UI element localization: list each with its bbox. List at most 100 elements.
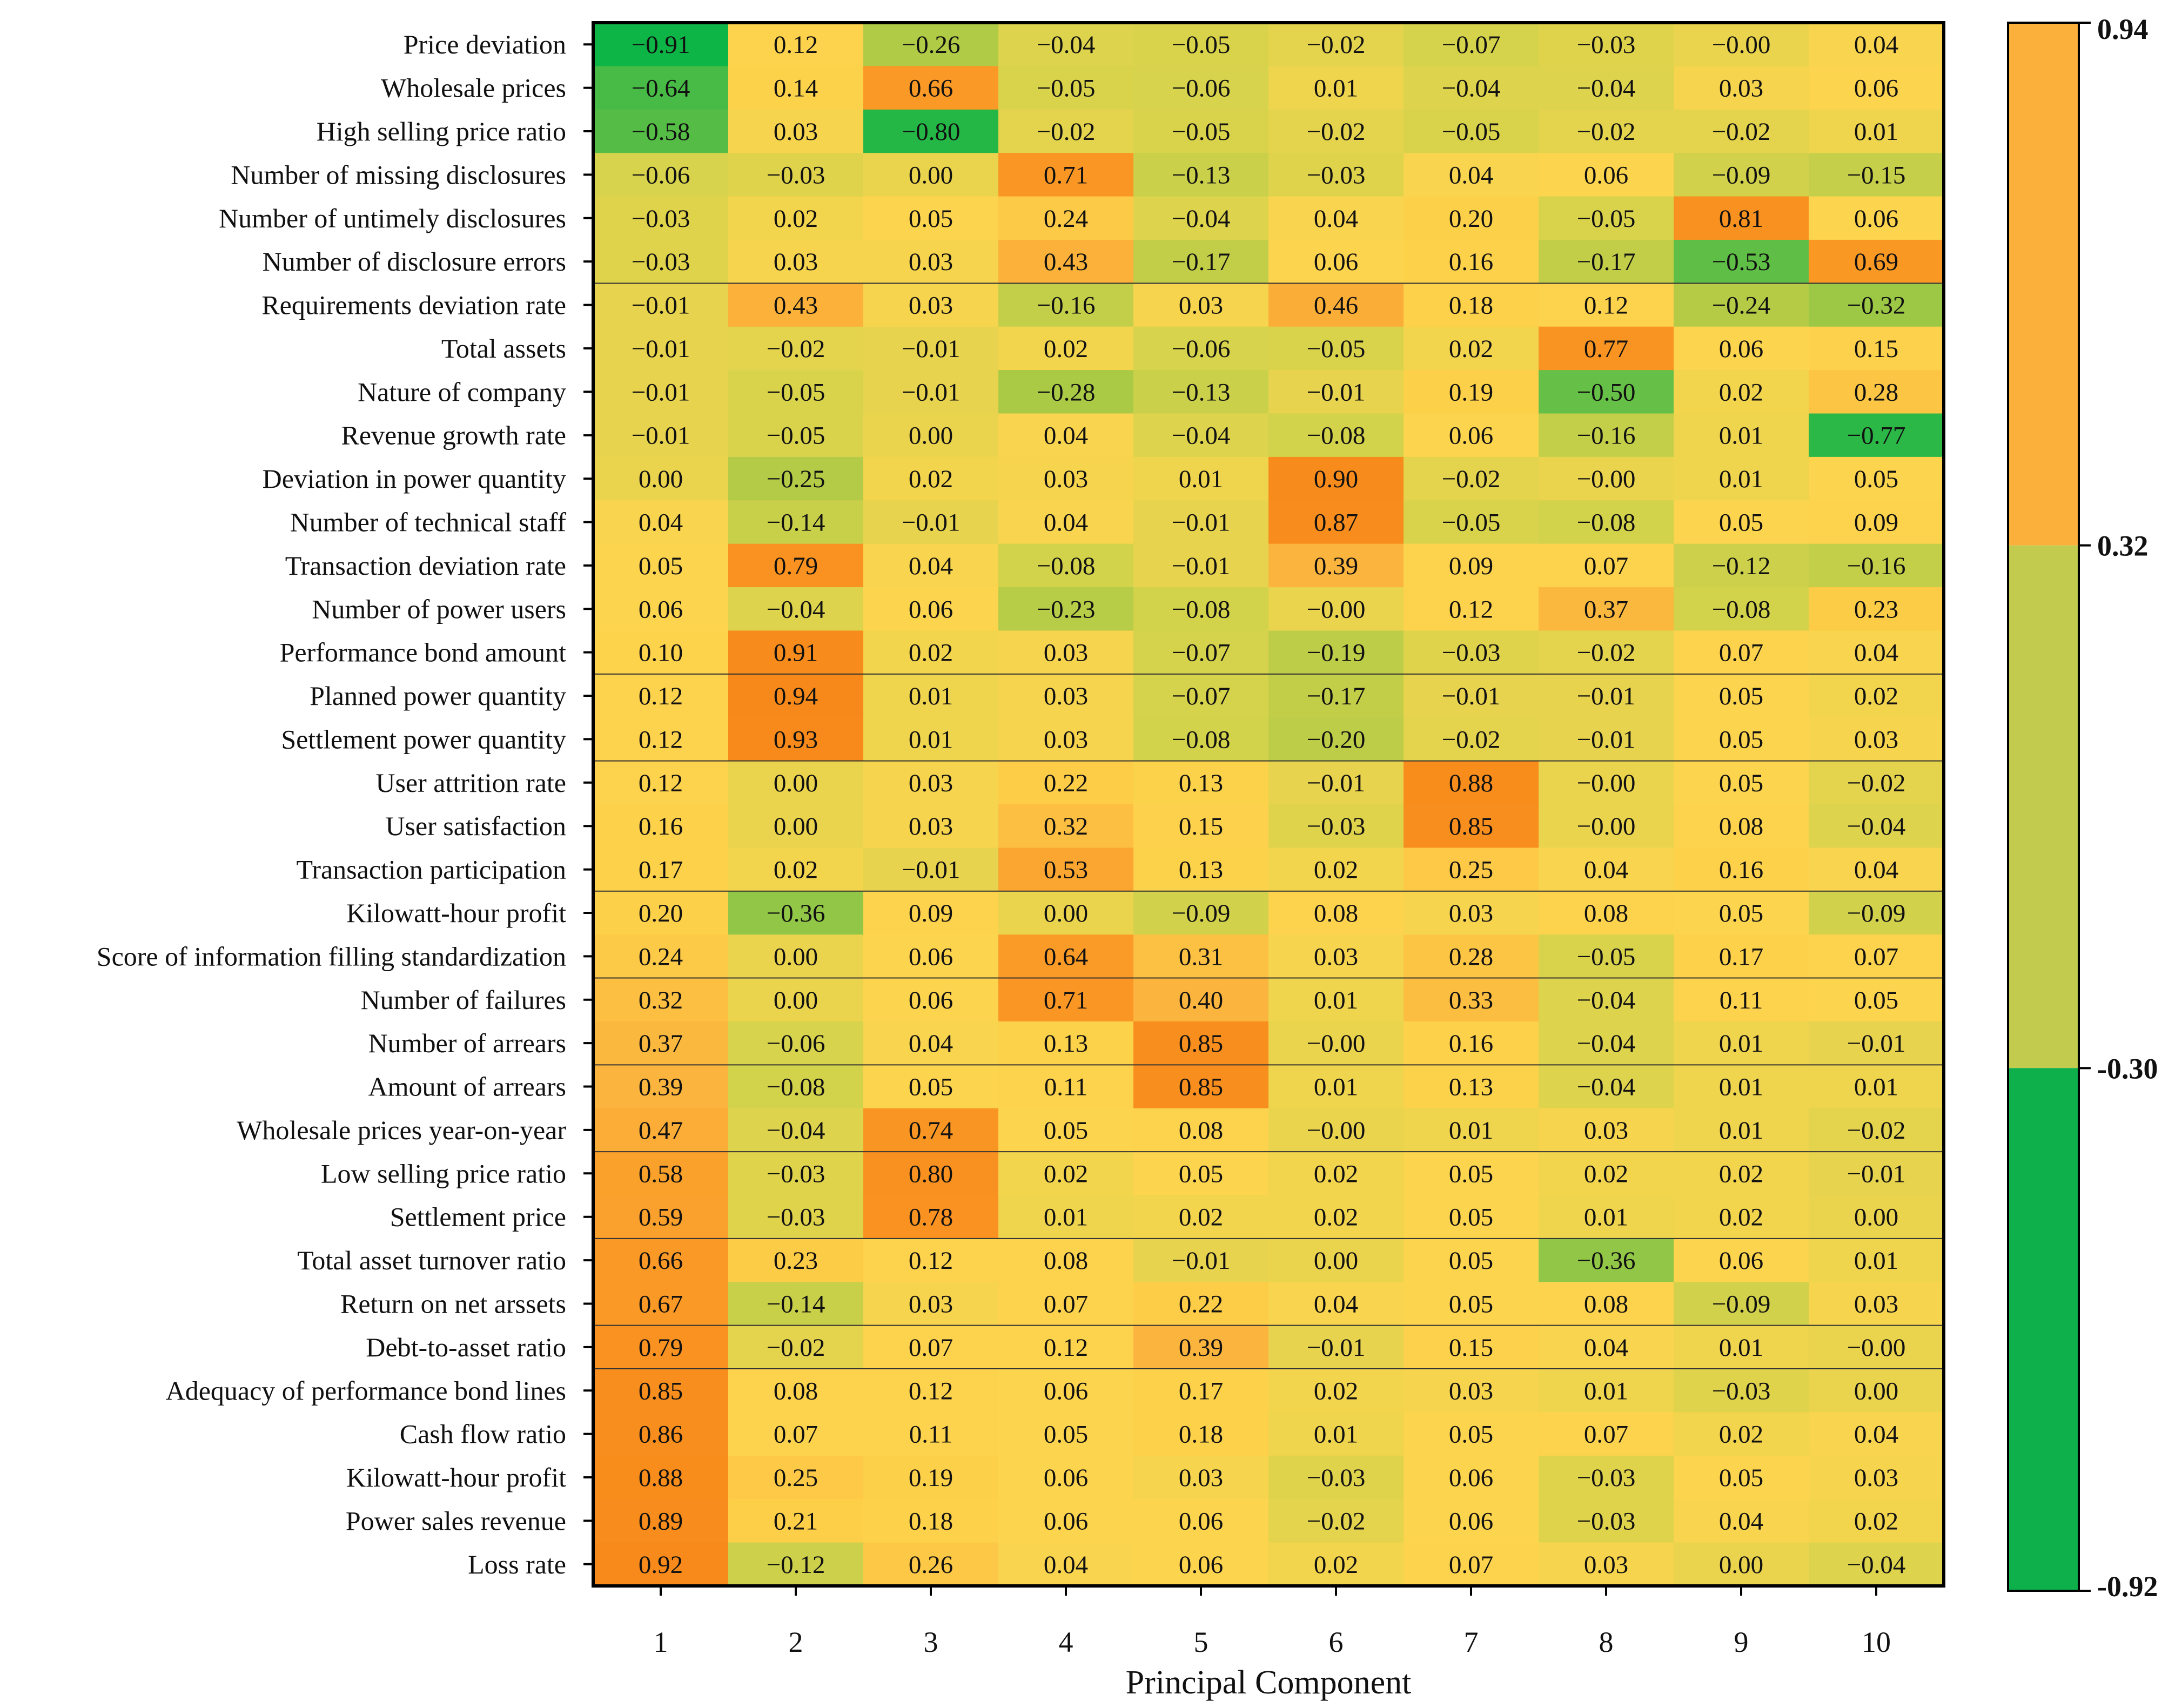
cell-value-label: 0.04	[1854, 31, 1898, 59]
cell-value-label: −0.01	[1442, 682, 1501, 710]
cell-value-label: −0.03	[1577, 31, 1636, 59]
heatmap-cell	[1674, 1195, 1809, 1239]
cell-value-label: 0.07	[909, 1334, 953, 1362]
row-label: Return on net arssets	[340, 1288, 566, 1319]
heatmap-cell	[998, 196, 1134, 240]
heatmap-cell	[1268, 456, 1404, 501]
row-label: Nature of company	[358, 376, 566, 407]
heatmap-cell	[1133, 196, 1269, 240]
cell-value-label: 0.00	[1854, 1203, 1898, 1232]
heatmap-cell	[863, 543, 999, 588]
cell-value-label: 0.01	[1719, 422, 1763, 450]
heatmap-cell	[593, 891, 729, 935]
cell-value-label: −0.36	[1577, 1247, 1636, 1275]
heatmap-cell	[1268, 587, 1404, 631]
heatmap-cell	[1133, 543, 1269, 588]
cell-value-label: −0.03	[1307, 812, 1366, 840]
cell-value-label: −0.13	[1172, 161, 1231, 189]
heatmap-cell	[1268, 370, 1404, 414]
heatmap-cell	[1809, 153, 1944, 197]
heatmap-cell	[728, 1455, 864, 1499]
cell-value-label: −0.01	[632, 378, 690, 406]
row-label: Deviation in power quantity	[263, 463, 566, 494]
heatmap-cell	[728, 153, 864, 197]
heatmap-cell	[1133, 413, 1269, 458]
cell-value-label: 0.05	[639, 552, 683, 580]
cell-value-label: 0.01	[1854, 1073, 1898, 1101]
cell-value-label: −0.09	[1847, 899, 1906, 927]
cell-value-label: −0.00	[1577, 465, 1636, 493]
heatmap-cell	[1539, 413, 1674, 458]
cell-value-label: 0.03	[1044, 682, 1088, 710]
row-label: Requirements deviation rate	[261, 290, 566, 320]
heatmap-cell	[1133, 1238, 1269, 1282]
cell-value-label: 0.06	[1044, 1464, 1088, 1492]
colorbar-band	[2008, 1068, 2079, 1591]
heatmap-cell	[1809, 23, 1944, 66]
heatmap-cell	[1133, 1282, 1269, 1326]
cell-value-label: −0.12	[1712, 552, 1771, 580]
row-label: Revenue growth rate	[341, 420, 566, 450]
heatmap-cell	[863, 239, 999, 284]
cell-value-label: 0.09	[1854, 508, 1898, 536]
cell-value-label: −0.23	[1037, 595, 1096, 623]
cell-value-label: 0.16	[1449, 1030, 1493, 1058]
cell-value-label: 0.00	[1044, 899, 1088, 927]
row-label: Kilowatt-hour profit	[346, 1462, 566, 1492]
cell-value-label: 0.13	[1449, 1073, 1493, 1101]
cell-value-label: −0.64	[632, 75, 690, 103]
row-label: Adequacy of performance bond lines	[166, 1375, 566, 1406]
x-tick-label: 6	[1329, 1626, 1344, 1658]
cell-value-label: 0.46	[1314, 292, 1358, 320]
row-label: User attrition rate	[375, 768, 566, 798]
heatmap-cell	[1539, 543, 1674, 588]
heatmap-cell	[1539, 326, 1674, 371]
cell-value-label: 0.04	[1044, 1551, 1088, 1579]
cell-value-label: 0.03	[1449, 1377, 1493, 1405]
cell-value-label: 0.12	[639, 682, 683, 710]
cell-value-label: 0.02	[1179, 1203, 1223, 1232]
plot-frame	[592, 21, 1945, 1588]
heatmap-cell	[1809, 109, 1944, 153]
heatmap-cell	[1809, 761, 1944, 805]
heatmap-cell	[1674, 109, 1809, 153]
cell-value-label: 0.05	[1449, 1247, 1493, 1275]
heatmap-cell	[863, 1369, 999, 1413]
heatmap-cell	[1268, 326, 1404, 371]
colorbar: 0.94 0.32 -0.30 -0.92	[2007, 13, 2158, 1603]
heatmap-cell	[998, 717, 1134, 762]
heatmap-cell	[1404, 804, 1539, 848]
heatmap-cell	[1539, 1195, 1674, 1239]
cell-value-label: −0.05	[1442, 118, 1501, 146]
heatmap-cell	[1674, 1282, 1809, 1326]
cell-value-label: 0.01	[1179, 465, 1223, 493]
cell-value-label: 0.04	[909, 552, 953, 580]
heatmap-cell	[1404, 891, 1539, 935]
heatmap-cell	[728, 23, 864, 66]
heatmap-cell	[593, 1542, 729, 1586]
cell-value-label: −0.02	[1307, 118, 1366, 146]
cell-value-label: −0.08	[1172, 595, 1231, 623]
cell-value-label: 0.06	[909, 595, 953, 623]
row-label: Low selling price ratio	[321, 1158, 566, 1188]
cell-value-label: 0.16	[1719, 856, 1763, 884]
heatmap-cell	[1133, 23, 1269, 66]
heatmap-cell	[1674, 1325, 1809, 1369]
cell-value-label: 0.92	[639, 1551, 683, 1579]
heatmap-cell	[728, 196, 864, 240]
heatmap-cell	[1539, 239, 1674, 284]
heatmap-cell	[1404, 1021, 1539, 1065]
cell-value-label: 0.24	[1044, 205, 1088, 233]
heatmap-cell	[1268, 413, 1404, 458]
cell-value-label: 0.03	[1854, 1464, 1898, 1492]
cell-value-label: −0.03	[1442, 639, 1501, 667]
cell-value-label: −0.08	[1037, 552, 1096, 580]
heatmap-cell	[1404, 326, 1539, 371]
heatmap-cell	[1133, 109, 1269, 153]
colorbar-tick-label: -0.92	[2097, 1570, 2158, 1603]
cell-value-label: 0.02	[909, 639, 953, 667]
row-label: Performance bond amount	[280, 637, 567, 668]
cell-value-label: 0.05	[1044, 1117, 1088, 1145]
cell-value-label: −0.03	[767, 1203, 825, 1232]
cell-value-label: 0.04	[1314, 1290, 1358, 1318]
